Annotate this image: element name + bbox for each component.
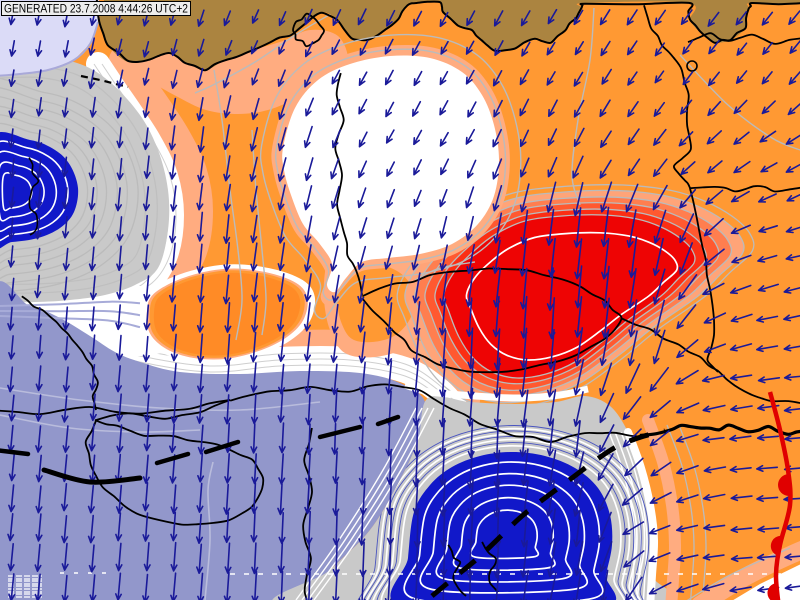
svg-text:GENERATED 23.7.2008 4:44:26 UT: GENERATED 23.7.2008 4:44:26 UTC+2 [4, 4, 188, 16]
